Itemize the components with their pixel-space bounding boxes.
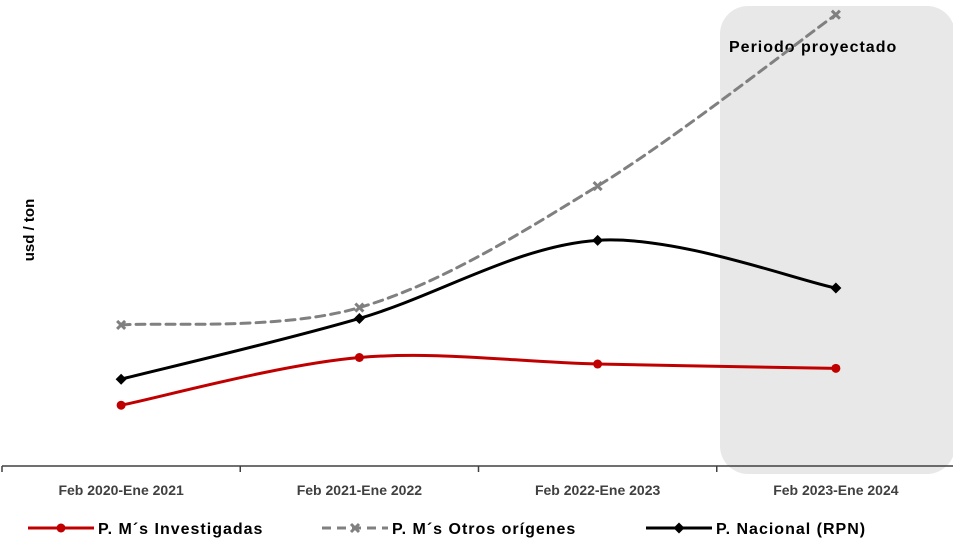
data-point — [593, 359, 603, 369]
legend-item-p-m-s-investigadas: P. M´s Investigadas — [28, 521, 263, 538]
legend: P. M´s Investigadas P. M´s Otros orígenes… — [28, 521, 866, 538]
data-point — [115, 373, 127, 385]
legend-label: P. M´s Investigadas — [98, 521, 263, 538]
data-point — [830, 9, 841, 20]
series-line-p-m-s-otros-origenes — [119, 13, 838, 327]
projected-period-shade — [720, 6, 953, 474]
series-p-m-s-otros-origenes — [116, 9, 841, 331]
x-axis-labels: Feb 2020-Ene 2021 Feb 2021-Ene 2022 Feb 20… — [58, 482, 898, 498]
data-point — [592, 234, 604, 246]
data-point — [354, 302, 365, 313]
y-axis-label: usd / ton — [21, 199, 38, 262]
x-axis-ticks — [1, 466, 718, 472]
data-point — [592, 181, 603, 192]
data-point — [830, 282, 842, 294]
series-p-m-s-investigadas — [116, 353, 841, 410]
legend-marker — [673, 522, 685, 534]
legend-item-p-nacional-rpn: P. Nacional (RPN) — [646, 521, 866, 538]
legend-marker — [349, 522, 361, 534]
x-tick-label: Feb 2020-Ene 2021 — [58, 482, 184, 498]
series-line-p-nacional-rpn — [119, 238, 838, 381]
x-tick-label: Feb 2022-Ene 2023 — [535, 482, 661, 498]
series-layer — [115, 9, 842, 410]
legend-label: P. Nacional (RPN) — [716, 521, 866, 538]
x-tick-label: Feb 2023-Ene 2024 — [773, 482, 899, 498]
x-tick-label: Feb 2021-Ene 2022 — [297, 482, 423, 498]
data-point — [831, 363, 841, 373]
data-point — [116, 319, 127, 331]
legend-label: P. M´s Otros orígenes — [392, 521, 576, 538]
data-point — [116, 400, 126, 410]
series-line-p-m-s-investigadas — [119, 353, 838, 407]
projected-period-label: Periodo proyectado — [729, 39, 897, 56]
legend-item-p-m-s-otros-origenes: P. M´s Otros orígenes — [322, 521, 576, 538]
data-point — [354, 353, 364, 362]
legend-marker — [56, 523, 66, 533]
data-point — [353, 312, 365, 324]
series-p-nacional-rpn — [115, 234, 842, 385]
